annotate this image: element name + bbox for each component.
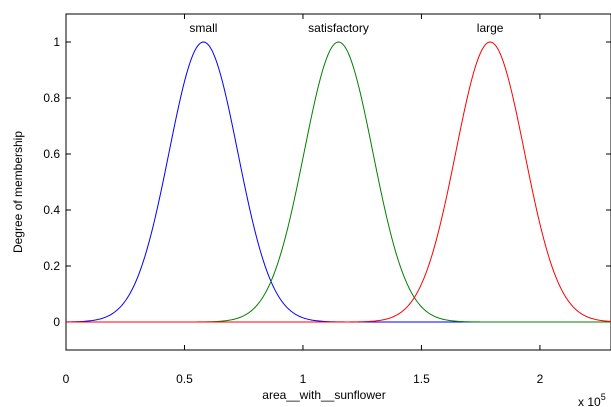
x-tick-label: 0 — [63, 372, 70, 386]
x-axis-multiplier: x 105 — [578, 392, 606, 407]
membership-curves — [65, 41, 611, 323]
x-tick-label: 2 — [537, 372, 544, 386]
x-axis-title: area__with__sunflower — [262, 388, 385, 402]
y-tick-label: 0.8 — [43, 91, 60, 105]
plot-area — [65, 13, 611, 351]
y-tick-label: 1 — [53, 35, 60, 49]
series-label-small: small — [189, 21, 217, 35]
x-tick-label: 1.5 — [413, 372, 430, 386]
curve-large — [66, 41, 611, 323]
y-tick-label: 0.2 — [43, 259, 60, 273]
x-tick-label: 1 — [300, 372, 307, 386]
x-axis-multiplier-base: x 10 — [578, 395, 601, 407]
y-axis-title: Degree of membership — [11, 131, 25, 253]
series-labels: small satisfactory large — [189, 21, 503, 35]
y-tick-label: 0 — [53, 315, 60, 329]
y-tick-label: 0.4 — [43, 203, 60, 217]
y-axis-ticks: 0 0.2 0.4 0.6 0.8 1 — [43, 35, 611, 329]
series-label-satisfactory: satisfactory — [308, 21, 369, 35]
x-axis-multiplier-exponent: 5 — [601, 392, 606, 402]
x-tick-label: 0.5 — [176, 372, 193, 386]
x-axis-ticks: 0 0.5 1 1.5 2 — [63, 14, 544, 386]
y-tick-label: 0.6 — [43, 147, 60, 161]
series-label-large: large — [477, 21, 504, 35]
